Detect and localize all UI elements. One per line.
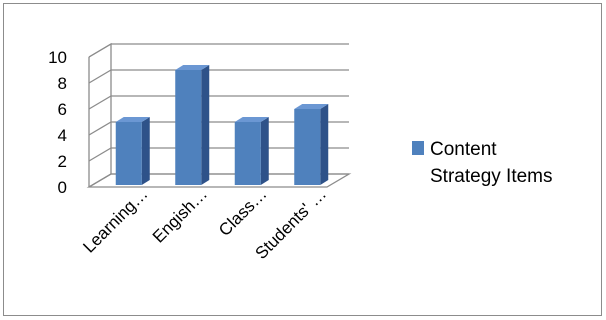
x-category-label: Engish… — [149, 184, 211, 246]
bars — [115, 65, 329, 185]
bar-front — [115, 122, 142, 185]
bar-side — [260, 117, 269, 185]
y-tick-label: 0 — [58, 178, 67, 197]
x-category-label: Learning… — [79, 184, 151, 256]
x-axis-labels: Learning…Engish… Class…Students' … — [79, 184, 330, 263]
bar — [115, 117, 150, 185]
gridline — [88, 69, 349, 84]
bar — [294, 104, 329, 185]
floor — [86, 173, 352, 188]
y-axis-ticks: 0 2 4 6 8 10 — [48, 48, 67, 197]
bar-top — [175, 65, 210, 70]
left-wall — [88, 42, 112, 188]
bar-side — [141, 117, 150, 185]
bar-top — [115, 117, 150, 122]
bar — [175, 65, 210, 185]
bar-side — [320, 104, 329, 185]
bar-front — [294, 109, 321, 185]
gridline — [88, 95, 349, 110]
legend-label-line-2: Strategy Items — [430, 166, 553, 187]
x-category-label: Class… — [215, 184, 271, 240]
bar — [234, 117, 269, 185]
bar-top — [234, 117, 269, 122]
legend-swatch — [412, 141, 424, 155]
bar-front — [234, 122, 261, 185]
chart-walls — [88, 42, 112, 188]
y-tick-label: 6 — [58, 100, 67, 119]
chart-floor — [86, 173, 352, 188]
bar-front — [175, 70, 202, 185]
y-tick-label: 10 — [48, 48, 67, 67]
legend-label-line-1: Content — [430, 139, 497, 160]
bar-side — [201, 65, 210, 185]
gridline — [88, 121, 349, 136]
y-tick-label: 4 — [58, 126, 67, 145]
gridline — [88, 147, 349, 162]
bar-top — [294, 104, 329, 109]
y-tick-label: 8 — [58, 74, 67, 93]
y-tick-label: 2 — [58, 152, 67, 171]
gridline — [88, 43, 349, 58]
legend: Content Strategy Items — [412, 139, 553, 187]
